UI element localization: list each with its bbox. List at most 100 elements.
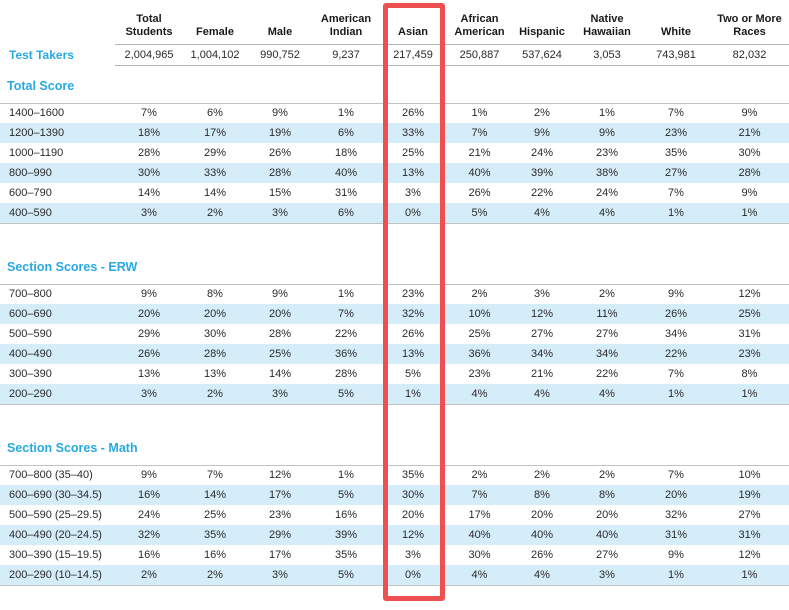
table-cell: 30% — [468, 549, 491, 561]
test-takers-count: 217,459 — [379, 44, 447, 66]
table-cell: 8% — [512, 485, 572, 505]
table-cell: 40% — [313, 163, 379, 183]
table-cell: 27% — [595, 549, 619, 561]
table-cell: 17% — [468, 509, 491, 521]
table-cell: 25% — [468, 328, 491, 340]
table-cell: 26% — [115, 344, 183, 364]
table-cell: 21% — [530, 368, 554, 380]
table-cell: 24% — [530, 147, 554, 159]
table-cell: 1% — [642, 384, 710, 405]
section-title-row: Total Score — [0, 65, 789, 104]
table-cell: 26% — [530, 549, 554, 561]
table-cell: 16% — [115, 485, 183, 505]
table-cell: 25% — [710, 304, 789, 324]
column-header: Asian — [379, 0, 447, 45]
table-cell: 2% — [115, 565, 183, 586]
table-cell: 2% — [183, 203, 247, 224]
table-cell: 39% — [313, 525, 379, 545]
table-cell: 0% — [379, 565, 447, 586]
score-band-label: 700–800 — [9, 288, 52, 301]
table-cell: 12% — [268, 469, 292, 482]
table-cell: 1% — [379, 384, 447, 405]
table-row: 200–290 3% 2% 3% 5% 1% 4% 4% 4% 1% 1% — [0, 384, 789, 405]
table-cell: 34% — [664, 328, 688, 340]
table-cell: 31% — [738, 328, 761, 340]
test-takers-count: 2,004,965 — [115, 44, 183, 66]
table-cell: 21% — [710, 123, 789, 143]
column-header: Total Students — [115, 0, 183, 45]
table-cell: 23% — [468, 368, 491, 380]
table-cell: 40% — [447, 163, 512, 183]
table-row: 1200–1390 18% 17% 19% 6% 33% 7% 9% 9% 23% 21% — [0, 123, 789, 143]
table-cell: 32% — [379, 304, 447, 324]
table-cell: 5% — [313, 565, 379, 586]
table-cell: 20% — [530, 509, 554, 521]
table-cell: 27% — [642, 163, 710, 183]
table-cell: 4% — [572, 203, 642, 224]
table-cell: 9% — [572, 123, 642, 143]
section-title-row: Section Scores - Math — [0, 404, 789, 466]
score-band-label: 1000–1190 — [9, 147, 64, 159]
score-band-label: 1400–1600 — [9, 107, 65, 120]
section-title: Total Score — [0, 65, 789, 104]
table-cell: 1% — [599, 107, 615, 120]
table-cell: 3% — [247, 203, 313, 224]
table-cell: 4% — [512, 565, 572, 586]
table-cell: 1% — [642, 203, 710, 224]
table-cell: 31% — [642, 525, 710, 545]
test-takers-row: Test Takers 2,004,965 1,004,102 990,752 9,23… — [0, 44, 789, 66]
table-cell: 26% — [468, 187, 491, 199]
score-distribution-table: Total Students Female Male American Indian A… — [0, 0, 789, 586]
table-cell: 9% — [272, 107, 288, 120]
table-cell: 32% — [115, 525, 183, 545]
table-cell: 7% — [313, 304, 379, 324]
table-cell: 30% — [738, 147, 761, 159]
score-band-label: 800–990 — [0, 163, 115, 183]
table-cell: 9% — [141, 288, 157, 301]
table-cell: 28% — [268, 328, 292, 340]
test-takers-label: Test Takers — [9, 47, 74, 62]
table-cell: 11% — [572, 304, 642, 324]
score-band-label: 600–690 — [0, 304, 115, 324]
table-row: 700–800 (35–40) 9% 7% 12% 1% 35% 2% 2% 2% 7% 10% — [0, 465, 789, 485]
table-cell: 7% — [668, 368, 684, 380]
table-cell: 6% — [313, 203, 379, 224]
table-cell: 21% — [468, 147, 491, 159]
table-cell: 26% — [401, 328, 425, 340]
table-cell: 27% — [530, 328, 554, 340]
section-title: Section Scores - ERW — [0, 223, 789, 285]
table-cell: 1% — [338, 288, 354, 301]
table-cell: 27% — [738, 509, 761, 521]
table-cell: 7% — [447, 485, 512, 505]
table-row: 1400–1600 7% 6% 9% 1% 26% 1% 2% 1% 7% 9% — [0, 103, 789, 123]
table-row: 200–290 (10–14.5) 2% 2% 3% 5% 0% 4% 4% 3% 1% 1% — [0, 565, 789, 586]
table-cell: 30% — [115, 163, 183, 183]
table-cell: 25% — [247, 344, 313, 364]
table-cell: 20% — [183, 304, 247, 324]
table-cell: 9% — [668, 288, 684, 301]
table-cell: 3% — [115, 384, 183, 405]
table-cell: 3% — [115, 203, 183, 224]
table-cell: 32% — [664, 509, 688, 521]
table-cell: 13% — [379, 344, 447, 364]
table-cell: 25% — [401, 147, 425, 159]
table-cell: 17% — [268, 549, 292, 561]
score-band-label: 600–690 (30–34.5) — [0, 485, 115, 505]
table-cell: 13% — [203, 368, 227, 380]
column-header: Female — [183, 0, 247, 45]
table-cell: 2% — [471, 469, 488, 482]
table-cell: 23% — [401, 288, 425, 301]
table-cell: 35% — [183, 525, 247, 545]
table-cell: 23% — [268, 509, 292, 521]
table-cell: 1% — [710, 203, 789, 224]
table-cell: 19% — [710, 485, 789, 505]
test-takers-count: 743,981 — [642, 44, 710, 66]
table-cell: 23% — [642, 123, 710, 143]
table-cell: 34% — [512, 344, 572, 364]
table-cell: 27% — [595, 328, 619, 340]
table-cell: 4% — [572, 384, 642, 405]
table-cell: 3% — [572, 565, 642, 586]
table-cell: 28% — [334, 368, 358, 380]
column-header: Native Hawaiian — [572, 0, 642, 45]
table-cell: 1% — [710, 384, 789, 405]
